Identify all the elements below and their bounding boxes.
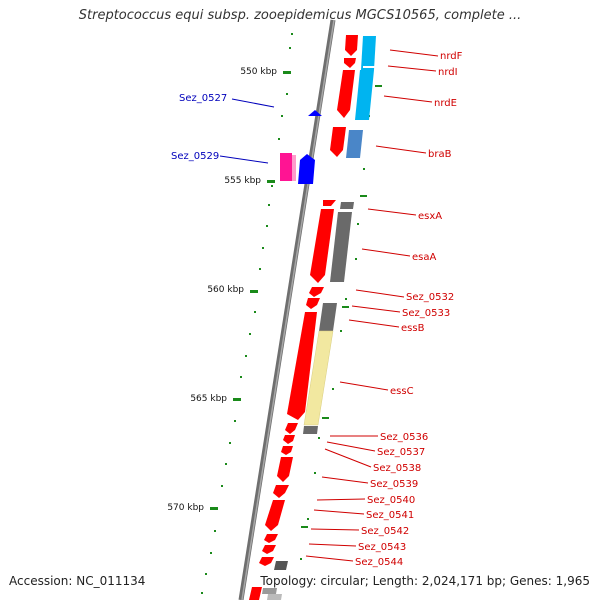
gene-label-essB[interactable]: essB bbox=[401, 323, 425, 334]
gene-Sez_0532-red bbox=[309, 287, 324, 297]
gene-braB-steel bbox=[346, 130, 363, 158]
gene-tail-red bbox=[249, 587, 262, 600]
scale-tick-560: 560 kbp bbox=[207, 285, 258, 295]
gene-essC-yellow bbox=[303, 330, 334, 426]
gene-label-Sez_0532[interactable]: Sez_0532 bbox=[406, 292, 454, 303]
scale-label: 560 kbp bbox=[207, 285, 244, 295]
gene-Sez_0527-blue bbox=[308, 110, 322, 116]
gene-label-esaA[interactable]: esaA bbox=[412, 252, 436, 263]
scale-tick-570: 570 kbp bbox=[167, 503, 218, 513]
gene-label-essC[interactable]: essC bbox=[390, 386, 414, 397]
gene-label-Sez_0536[interactable]: Sez_0536 bbox=[380, 432, 428, 443]
gene-label-Sez_0529[interactable]: Sez_0529 bbox=[171, 151, 219, 162]
gene-track-red[interactable] bbox=[249, 35, 358, 600]
dotted-trail bbox=[201, 33, 370, 594]
gene-Sez_0544-gray bbox=[274, 561, 288, 570]
scale-label: 565 kbp bbox=[190, 394, 227, 404]
scale-tick-565: 565 kbp bbox=[190, 394, 241, 404]
gene-Sez_0537-red bbox=[283, 435, 295, 444]
genome-summary-text: Topology: circular; Length: 2,024,171 bp… bbox=[260, 574, 590, 588]
gene-label-braB[interactable]: braB bbox=[428, 149, 452, 160]
map-title: Streptococcus equi subsp. zooepidemicus … bbox=[78, 8, 522, 23]
scale-label: 570 kbp bbox=[167, 503, 204, 513]
gene-label-Sez_0538[interactable]: Sez_0538 bbox=[373, 463, 421, 474]
gene-label-Sez_0540[interactable]: Sez_0540 bbox=[367, 495, 415, 506]
gene-label-Sez_0542[interactable]: Sez_0542 bbox=[361, 526, 409, 537]
feature-marks bbox=[301, 85, 382, 528]
scale-label: 555 kbp bbox=[224, 176, 261, 186]
gene-essB-gray bbox=[319, 303, 337, 331]
gene-label-Sez_0533[interactable]: Sez_0533 bbox=[402, 308, 450, 319]
gene-esxA-gray bbox=[340, 202, 354, 209]
scale-tick-550: 550 kbp bbox=[240, 67, 291, 77]
accession-text: Accession: NC_011134 bbox=[9, 574, 146, 588]
gene-labels: nrdF nrdI nrdE Sez_0527 braB Sez_0529 es… bbox=[171, 51, 463, 568]
genome-backbone bbox=[238, 19, 336, 600]
gene-label-nrdI[interactable]: nrdI bbox=[438, 67, 458, 78]
gene-track-left[interactable] bbox=[280, 110, 322, 184]
gene-esaA-gray bbox=[330, 212, 352, 282]
gene-label-Sez_0539[interactable]: Sez_0539 bbox=[370, 479, 418, 490]
gene-label-nrdF[interactable]: nrdF bbox=[440, 51, 463, 62]
gene-label-esxA[interactable]: esxA bbox=[418, 211, 442, 222]
gene-track-outer[interactable] bbox=[262, 36, 376, 600]
gene-Sez_0544-red bbox=[259, 557, 274, 566]
gene-label-Sez_0527[interactable]: Sez_0527 bbox=[179, 93, 227, 104]
gene-nrdF-red bbox=[345, 35, 358, 56]
gene-tail-gray-2 bbox=[262, 588, 277, 594]
gene-label-Sez_0544[interactable]: Sez_0544 bbox=[355, 557, 403, 568]
gene-Sez_0536-red bbox=[285, 423, 298, 434]
gene-label-Sez_0537[interactable]: Sez_0537 bbox=[377, 447, 425, 458]
gene-nrdI-red bbox=[344, 58, 356, 68]
gene-Sez_0543-red bbox=[262, 545, 276, 554]
gene-Sez_0529-blue bbox=[298, 154, 315, 184]
gene-tail-gray bbox=[267, 594, 282, 600]
gene-label-Sez_0541[interactable]: Sez_0541 bbox=[366, 510, 414, 521]
gene-essC-end bbox=[303, 426, 318, 434]
gene-nrdF-cyan bbox=[361, 36, 376, 70]
gene-Sez_0529-magenta bbox=[280, 153, 292, 181]
gene-label-Sez_0543[interactable]: Sez_0543 bbox=[358, 542, 406, 553]
gene-nrdE-cyan bbox=[355, 70, 374, 120]
gene-essB-red bbox=[287, 312, 317, 420]
gene-Sez_0538-red bbox=[281, 446, 293, 455]
gene-Sez_0539-red bbox=[277, 457, 293, 482]
gene-label-nrdE[interactable]: nrdE bbox=[434, 98, 457, 109]
gene-Sez_0541-red bbox=[265, 500, 285, 531]
gene-Sez_0542-red bbox=[264, 534, 278, 543]
gene-Sez_0540-red bbox=[273, 485, 289, 498]
gene-nrdE-red bbox=[337, 70, 355, 118]
scale-tick-555: 555 kbp bbox=[224, 176, 275, 186]
leader-lines bbox=[219, 49, 439, 562]
scale-label: 550 kbp bbox=[240, 67, 277, 77]
gene-esaA-red bbox=[310, 209, 334, 283]
gene-esxA-red bbox=[323, 200, 336, 206]
gene-Sez_0533-red bbox=[306, 298, 320, 309]
gene-braB-red bbox=[330, 127, 346, 157]
